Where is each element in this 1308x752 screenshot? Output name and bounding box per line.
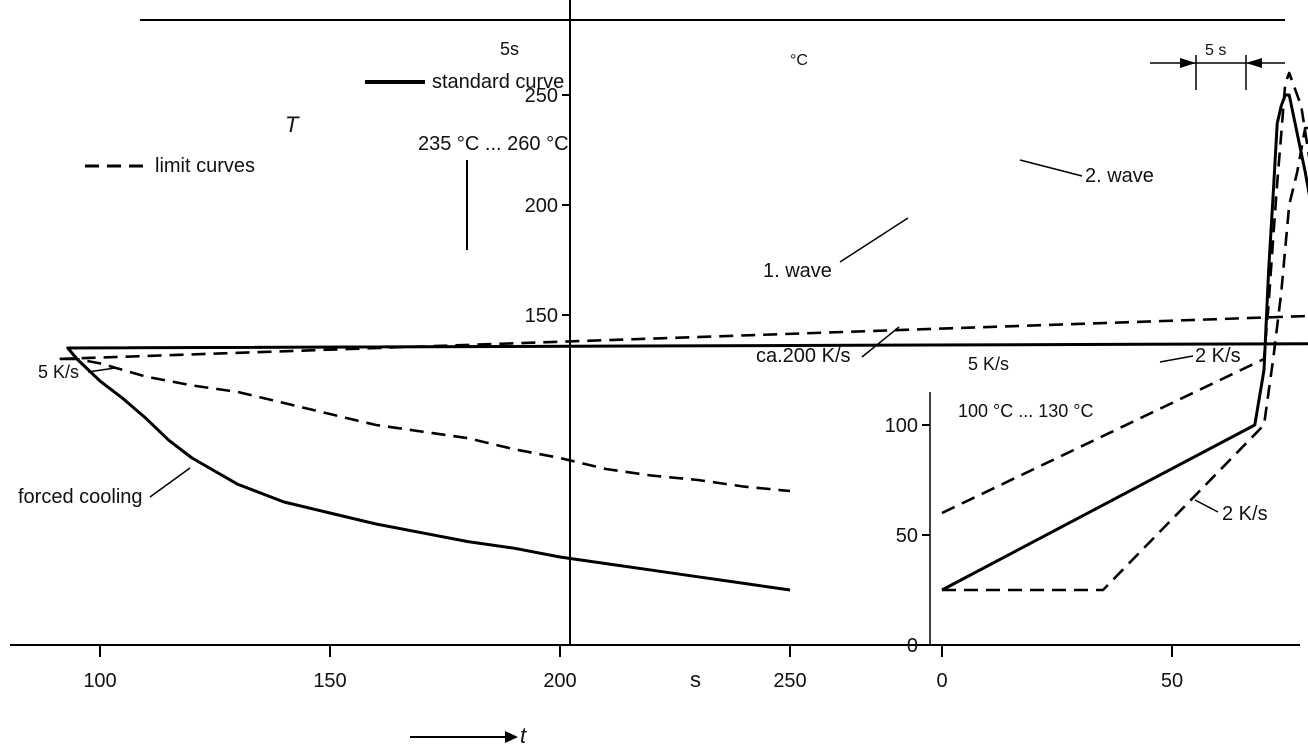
rate-2-top-pointer <box>1159 355 1194 363</box>
wave-1-label: 1. wave <box>763 260 832 282</box>
forced-cooling-label: forced cooling <box>18 486 143 508</box>
y-tick-label: 150 <box>525 305 558 327</box>
rate-200-pointer <box>861 326 900 358</box>
rate-5-left-label: 5 K/s <box>38 362 79 382</box>
rate-5-mid-label: 5 K/s <box>968 354 1009 374</box>
y-tick-label: 50 <box>896 525 918 547</box>
annotations: standard curve limit curves T t s °C 235… <box>18 39 1285 748</box>
series-line-1 <box>57 71 1308 515</box>
legend-limit-label: limit curves <box>155 155 255 177</box>
y-tick-label: 200 <box>525 195 558 217</box>
axes: 300250200150100500100150200250050 <box>10 0 1300 692</box>
x-tick-label: 150 <box>313 670 346 692</box>
rate-2-top-label: 2 K/s <box>1195 345 1241 367</box>
y-tick-label: 250 <box>525 85 558 107</box>
rate-2-bottom-label: 2 K/s <box>1222 503 1268 525</box>
wave-2-pointer <box>1019 159 1083 177</box>
x-unit-label: s <box>690 667 701 692</box>
series-layer <box>57 71 1308 592</box>
y-unit-label: °C <box>790 52 808 69</box>
x-tick-label: 0 <box>936 670 947 692</box>
time-5s-right-arrow-a <box>1180 58 1196 68</box>
x-tick-label: 50 <box>1161 670 1183 692</box>
rate-200-label: ca.200 K/s <box>756 345 851 367</box>
series-line-0 <box>66 93 1308 592</box>
x-tick-label: 100 <box>83 670 116 692</box>
series-line-2 <box>942 126 1308 592</box>
y-tick-label: 0 <box>907 635 918 657</box>
preheat-range-label: 100 °C ... 130 °C <box>958 401 1093 421</box>
peak-range-label: 235 °C ... 260 °C <box>418 133 569 155</box>
time-5s-right-label: 5 s <box>1205 42 1226 59</box>
wave-1-pointer <box>839 217 909 263</box>
x-tick-label: 200 <box>543 670 576 692</box>
x-axis-label: t <box>520 723 527 747</box>
wave-2-label: 2. wave <box>1085 165 1154 187</box>
time-5s-label: 5s <box>500 39 519 59</box>
x-tick-label: 250 <box>773 670 806 692</box>
rate-5-left-pointer <box>87 367 116 373</box>
rate-2-bottom-pointer <box>1194 499 1219 513</box>
x-axis-arrowhead <box>505 731 518 743</box>
forced-cooling-pointer <box>149 467 191 498</box>
time-5s-right-arrow-b <box>1246 58 1262 68</box>
y-tick-label: 100 <box>885 415 918 437</box>
y-axis-label: T <box>285 112 300 137</box>
legend-standard-label: standard curve <box>432 71 564 93</box>
